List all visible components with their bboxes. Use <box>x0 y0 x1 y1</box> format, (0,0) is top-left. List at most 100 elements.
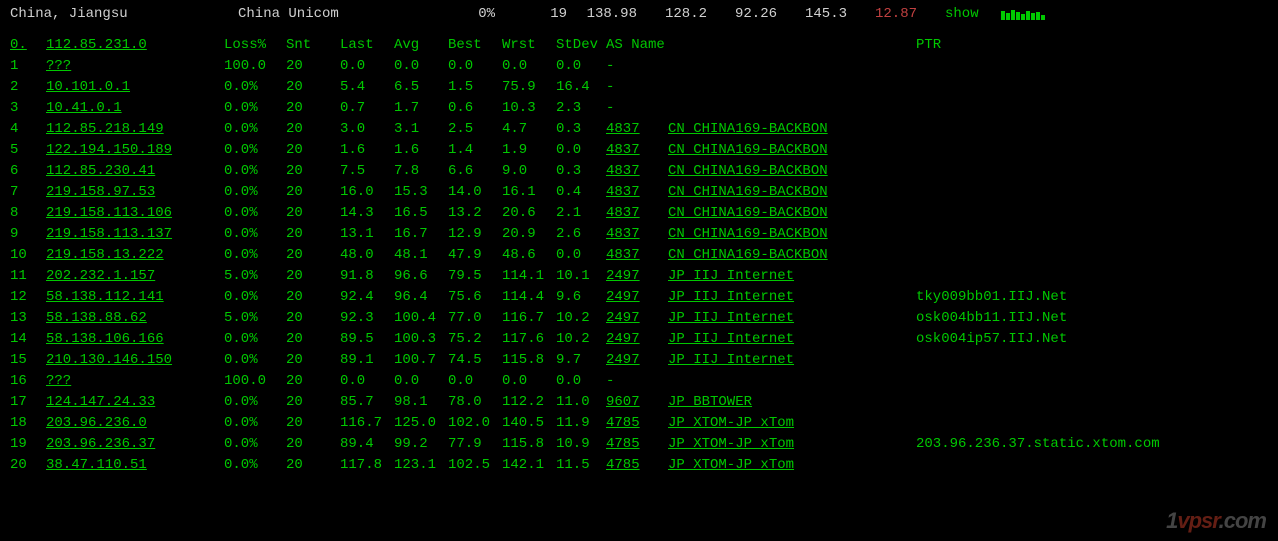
hop-number: 4 <box>10 119 46 140</box>
asn-link[interactable]: 9607 <box>606 392 668 413</box>
asname-cell: 4785JP XTOM-JP xTom <box>606 434 916 455</box>
avg-value: 16.5 <box>394 203 448 224</box>
ip-link[interactable]: 203.96.236.37 <box>46 434 224 455</box>
asn-link[interactable]: 4785 <box>606 434 668 455</box>
ip-link[interactable]: 202.232.1.157 <box>46 266 224 287</box>
ip-link[interactable]: ??? <box>46 371 224 392</box>
as-name-text[interactable]: JP IIJ Internet <box>668 289 794 305</box>
table-row: 7219.158.97.530.0%2016.015.314.016.10.44… <box>10 182 1268 203</box>
ip-link[interactable]: 219.158.113.137 <box>46 224 224 245</box>
as-name-text[interactable]: JP IIJ Internet <box>668 352 794 368</box>
loss-value: 0.0% <box>224 329 286 350</box>
ip-link[interactable]: 219.158.97.53 <box>46 182 224 203</box>
asn-link[interactable]: 4837 <box>606 224 668 245</box>
asname-cell: - <box>606 77 916 98</box>
asn-link[interactable]: 4837 <box>606 182 668 203</box>
avg-value: 6.5 <box>394 77 448 98</box>
asn-link[interactable]: 2497 <box>606 308 668 329</box>
stdev-value: 0.0 <box>556 371 606 392</box>
wrst-value: 112.2 <box>502 392 556 413</box>
as-name-text[interactable]: CN CHINA169-BACKBON <box>668 184 828 200</box>
ip-link[interactable]: 219.158.13.222 <box>46 245 224 266</box>
stdev-value: 11.5 <box>556 455 606 476</box>
ip-link[interactable]: 219.158.113.106 <box>46 203 224 224</box>
asn-link[interactable]: 4837 <box>606 245 668 266</box>
asn-link[interactable]: 4785 <box>606 455 668 476</box>
loss-value: 5.0% <box>224 308 286 329</box>
ip-link[interactable]: ??? <box>46 56 224 77</box>
asn-link[interactable]: 4837 <box>606 161 668 182</box>
as-name-text[interactable]: CN CHINA169-BACKBON <box>668 121 828 137</box>
num: 19 <box>495 4 567 25</box>
col-ip[interactable]: 112.85.231.0 <box>46 35 224 56</box>
last-value: 91.8 <box>340 266 394 287</box>
asname-cell: 4837CN CHINA169-BACKBON <box>606 140 916 161</box>
ip-link[interactable]: 58.138.88.62 <box>46 308 224 329</box>
last-value: 89.5 <box>340 329 394 350</box>
as-name-text[interactable]: JP IIJ Internet <box>668 268 794 284</box>
as-name-text: - <box>606 373 614 389</box>
asn-link[interactable]: 2497 <box>606 287 668 308</box>
loss-value: 0.0% <box>224 413 286 434</box>
ip-link[interactable]: 124.147.24.33 <box>46 392 224 413</box>
stdev-value: 2.1 <box>556 203 606 224</box>
best-value: 1.5 <box>448 77 502 98</box>
as-name-text[interactable]: JP IIJ Internet <box>668 331 794 347</box>
wrst-value: 115.8 <box>502 434 556 455</box>
best-value: 79.5 <box>448 266 502 287</box>
last-value: 117.8 <box>340 455 394 476</box>
wrst-value: 48.6 <box>502 245 556 266</box>
snt-value: 20 <box>286 308 340 329</box>
as-name-text[interactable]: JP XTOM-JP xTom <box>668 436 794 452</box>
hop-number: 6 <box>10 161 46 182</box>
wrst-value: 114.1 <box>502 266 556 287</box>
asname-cell: 2497JP IIJ Internet <box>606 350 916 371</box>
last-value: 85.7 <box>340 392 394 413</box>
as-name-text[interactable]: CN CHINA169-BACKBON <box>668 247 828 263</box>
loss-value: 0.0% <box>224 287 286 308</box>
avg-value: 15.3 <box>394 182 448 203</box>
ip-link[interactable]: 10.101.0.1 <box>46 77 224 98</box>
as-name-text[interactable]: CN CHINA169-BACKBON <box>668 163 828 179</box>
as-name-text[interactable]: CN CHINA169-BACKBON <box>668 142 828 158</box>
avg-value: 98.1 <box>394 392 448 413</box>
as-name-text[interactable]: CN CHINA169-BACKBON <box>668 226 828 242</box>
as-name-text[interactable]: CN CHINA169-BACKBON <box>668 205 828 221</box>
asname-cell: 2497JP IIJ Internet <box>606 287 916 308</box>
loss-value: 0.0% <box>224 119 286 140</box>
hop-number: 9 <box>10 224 46 245</box>
ip-link[interactable]: 122.194.150.189 <box>46 140 224 161</box>
watermark: 1vpsr.com <box>1166 504 1266 537</box>
ip-link[interactable]: 210.130.146.150 <box>46 350 224 371</box>
asn-link[interactable]: 2497 <box>606 350 668 371</box>
asn-link[interactable]: 4837 <box>606 203 668 224</box>
ip-link[interactable]: 58.138.106.166 <box>46 329 224 350</box>
asn-link[interactable]: 2497 <box>606 329 668 350</box>
wrst-value: 4.7 <box>502 119 556 140</box>
stdev-value: 10.9 <box>556 434 606 455</box>
mtr-table: 0.112.85.231.0Loss%SntLastAvgBestWrstStD… <box>10 35 1268 476</box>
as-name-text[interactable]: JP XTOM-JP xTom <box>668 415 794 431</box>
asn-link[interactable]: 4837 <box>606 119 668 140</box>
as-name-text[interactable]: JP IIJ Internet <box>668 310 794 326</box>
as-name-text[interactable]: JP XTOM-JP xTom <box>668 457 794 473</box>
show-link[interactable]: show <box>945 4 979 25</box>
ip-link[interactable]: 38.47.110.51 <box>46 455 224 476</box>
ip-link[interactable]: 203.96.236.0 <box>46 413 224 434</box>
ip-link[interactable]: 112.85.218.149 <box>46 119 224 140</box>
hop-number: 10 <box>10 245 46 266</box>
as-name-text[interactable]: JP BBTOWER <box>668 394 752 410</box>
stdev-value: 10.1 <box>556 266 606 287</box>
asn-link[interactable]: 4837 <box>606 140 668 161</box>
table-row: 11202.232.1.1575.0%2091.896.679.5114.110… <box>10 266 1268 287</box>
asn-link[interactable]: 4785 <box>606 413 668 434</box>
ip-link[interactable]: 10.41.0.1 <box>46 98 224 119</box>
wrst-value: 116.7 <box>502 308 556 329</box>
asname-cell: 4785JP XTOM-JP xTom <box>606 413 916 434</box>
snt-value: 20 <box>286 287 340 308</box>
ip-link[interactable]: 58.138.112.141 <box>46 287 224 308</box>
asn-link[interactable]: 2497 <box>606 266 668 287</box>
best-value: 13.2 <box>448 203 502 224</box>
avg-value: 7.8 <box>394 161 448 182</box>
ip-link[interactable]: 112.85.230.41 <box>46 161 224 182</box>
